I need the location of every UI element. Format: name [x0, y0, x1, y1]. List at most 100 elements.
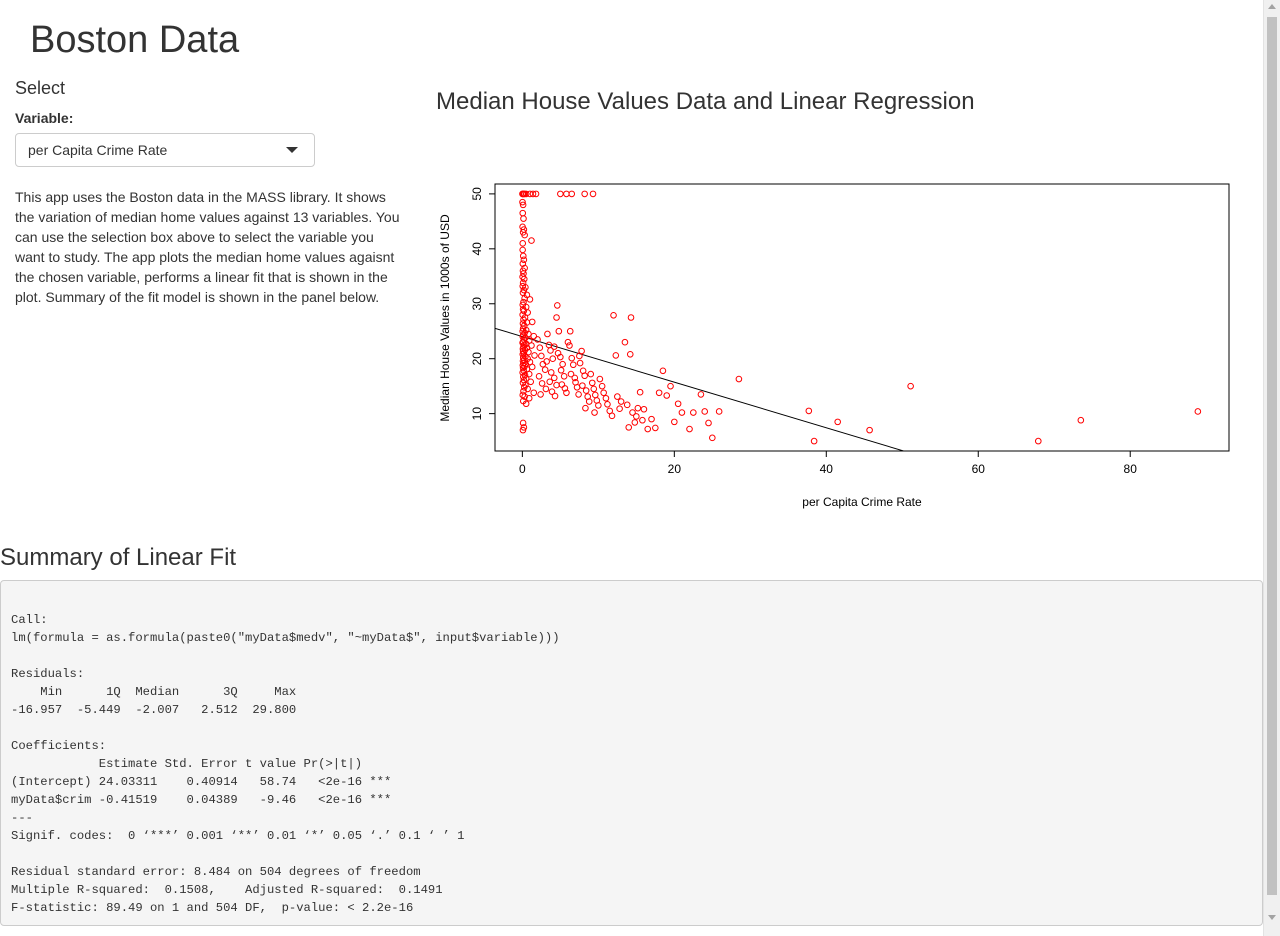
data-point: [667, 382, 674, 390]
scatter-plot: 0 20 40 60 80 10 20 30 40 50 per Capita Crime Rat…: [438, 183, 1230, 509]
summary-line: Residuals:: [11, 667, 85, 681]
data-point: [519, 198, 526, 206]
data-point: [541, 366, 549, 373]
x-tick-label: 20: [668, 462, 682, 476]
data-point: [542, 385, 550, 393]
data-point: [589, 190, 597, 198]
summary-line: Residual standard error: 8.484 on 504 de…: [11, 865, 421, 879]
summary-output: Call: lm(formula = as.formula(paste0("my…: [0, 580, 1263, 926]
data-point: [519, 240, 527, 247]
data-point: [520, 349, 528, 357]
data-point: [543, 358, 550, 365]
data-point: [539, 360, 547, 368]
data-point: [522, 190, 530, 198]
data-point: [1077, 416, 1085, 424]
data-point: [627, 314, 635, 321]
data-point: [557, 190, 564, 198]
x-tick-label: 80: [1124, 462, 1138, 476]
variable-select[interactable]: per Capita Crime Rate: [15, 133, 315, 167]
data-point: [558, 381, 566, 388]
data-point: [547, 369, 555, 376]
data-point: [557, 366, 565, 374]
x-tick-label: 0: [519, 462, 526, 476]
data-point: [560, 372, 568, 380]
summary-line: [11, 719, 1252, 737]
summary-line: Call:: [11, 613, 48, 627]
data-point: [566, 342, 573, 349]
data-point: [520, 286, 528, 294]
data-point: [519, 364, 527, 372]
app-title: Boston Data: [30, 19, 240, 61]
summary-line: myData$crim -0.41519 0.04389 -9.46 <2e-1…: [11, 793, 392, 807]
data-point: [1194, 408, 1202, 415]
summary-line: ---: [11, 811, 33, 825]
data-point: [659, 367, 667, 375]
summary-line: -16.957 -5.449 -2.007 2.512 29.800: [11, 703, 304, 717]
data-point: [705, 419, 712, 427]
data-point: [690, 409, 697, 416]
data-point: [644, 425, 652, 433]
data-point: [701, 408, 709, 415]
data-point: [591, 391, 599, 399]
data-point: [591, 409, 598, 416]
data-point: [519, 260, 527, 267]
data-point: [550, 374, 558, 382]
page-scrollbar[interactable]: [1263, 0, 1280, 936]
y-tick-label: 20: [470, 352, 484, 366]
data-point: [1034, 437, 1042, 445]
data-point: [663, 392, 671, 399]
data-point: [519, 246, 526, 254]
data-point: [866, 426, 873, 434]
data-point: [536, 344, 544, 352]
data-point: [553, 381, 560, 389]
summary-line: lm(formula = as.formula(paste0("myData$m…: [11, 631, 560, 645]
scrollbar-thumb[interactable]: [1267, 17, 1277, 895]
data-point: [576, 359, 584, 367]
data-point: [528, 318, 536, 326]
scroll-up-icon[interactable]: [1268, 4, 1276, 9]
data-point: [519, 201, 527, 209]
plot-title: Median House Values Data and Linear Regr…: [436, 88, 975, 115]
data-point: [648, 415, 655, 423]
data-point: [529, 190, 537, 198]
y-tick-label: 30: [470, 297, 484, 311]
summary-line: Coefficients:: [11, 739, 107, 753]
data-point: [625, 424, 633, 431]
summary-line: F-statistic: 89.49 on 1 and 504 DF, p-va…: [11, 901, 414, 915]
y-tick-label: 50: [470, 187, 484, 201]
data-point: [612, 352, 620, 359]
data-point: [546, 378, 554, 386]
data-point: [566, 327, 574, 335]
summary-title: Summary of Linear Fit: [0, 544, 237, 571]
summary-line: [11, 647, 1252, 665]
data-point: [596, 375, 604, 383]
data-point: [581, 372, 588, 380]
data-point: [569, 361, 577, 369]
data-point: [522, 400, 530, 408]
data-point: [610, 312, 617, 319]
sidebar-heading: Select: [15, 78, 66, 98]
data-point: [674, 400, 682, 408]
data-point: [810, 437, 818, 445]
scroll-down-icon[interactable]: [1268, 915, 1276, 920]
data-point: [537, 391, 544, 398]
data-point: [538, 352, 545, 360]
data-point: [520, 275, 528, 283]
data-point: [652, 424, 659, 432]
summary-line: Signif. codes: 0 ‘***’ 0.001 ‘**’ 0.01 ‘…: [11, 829, 465, 843]
data-point: [629, 409, 636, 416]
data-point: [519, 301, 527, 309]
data-point: [626, 351, 634, 358]
data-point: [575, 391, 582, 398]
data-point: [834, 418, 841, 426]
data-point: [564, 338, 572, 346]
data-point: [631, 419, 639, 426]
data-point: [548, 388, 556, 395]
data-point: [614, 393, 621, 400]
data-point: [519, 209, 527, 217]
chevron-down-icon[interactable]: [286, 147, 298, 153]
data-point: [697, 391, 705, 398]
data-point: [634, 404, 642, 412]
data-point: [573, 383, 581, 391]
data-point: [559, 360, 566, 368]
